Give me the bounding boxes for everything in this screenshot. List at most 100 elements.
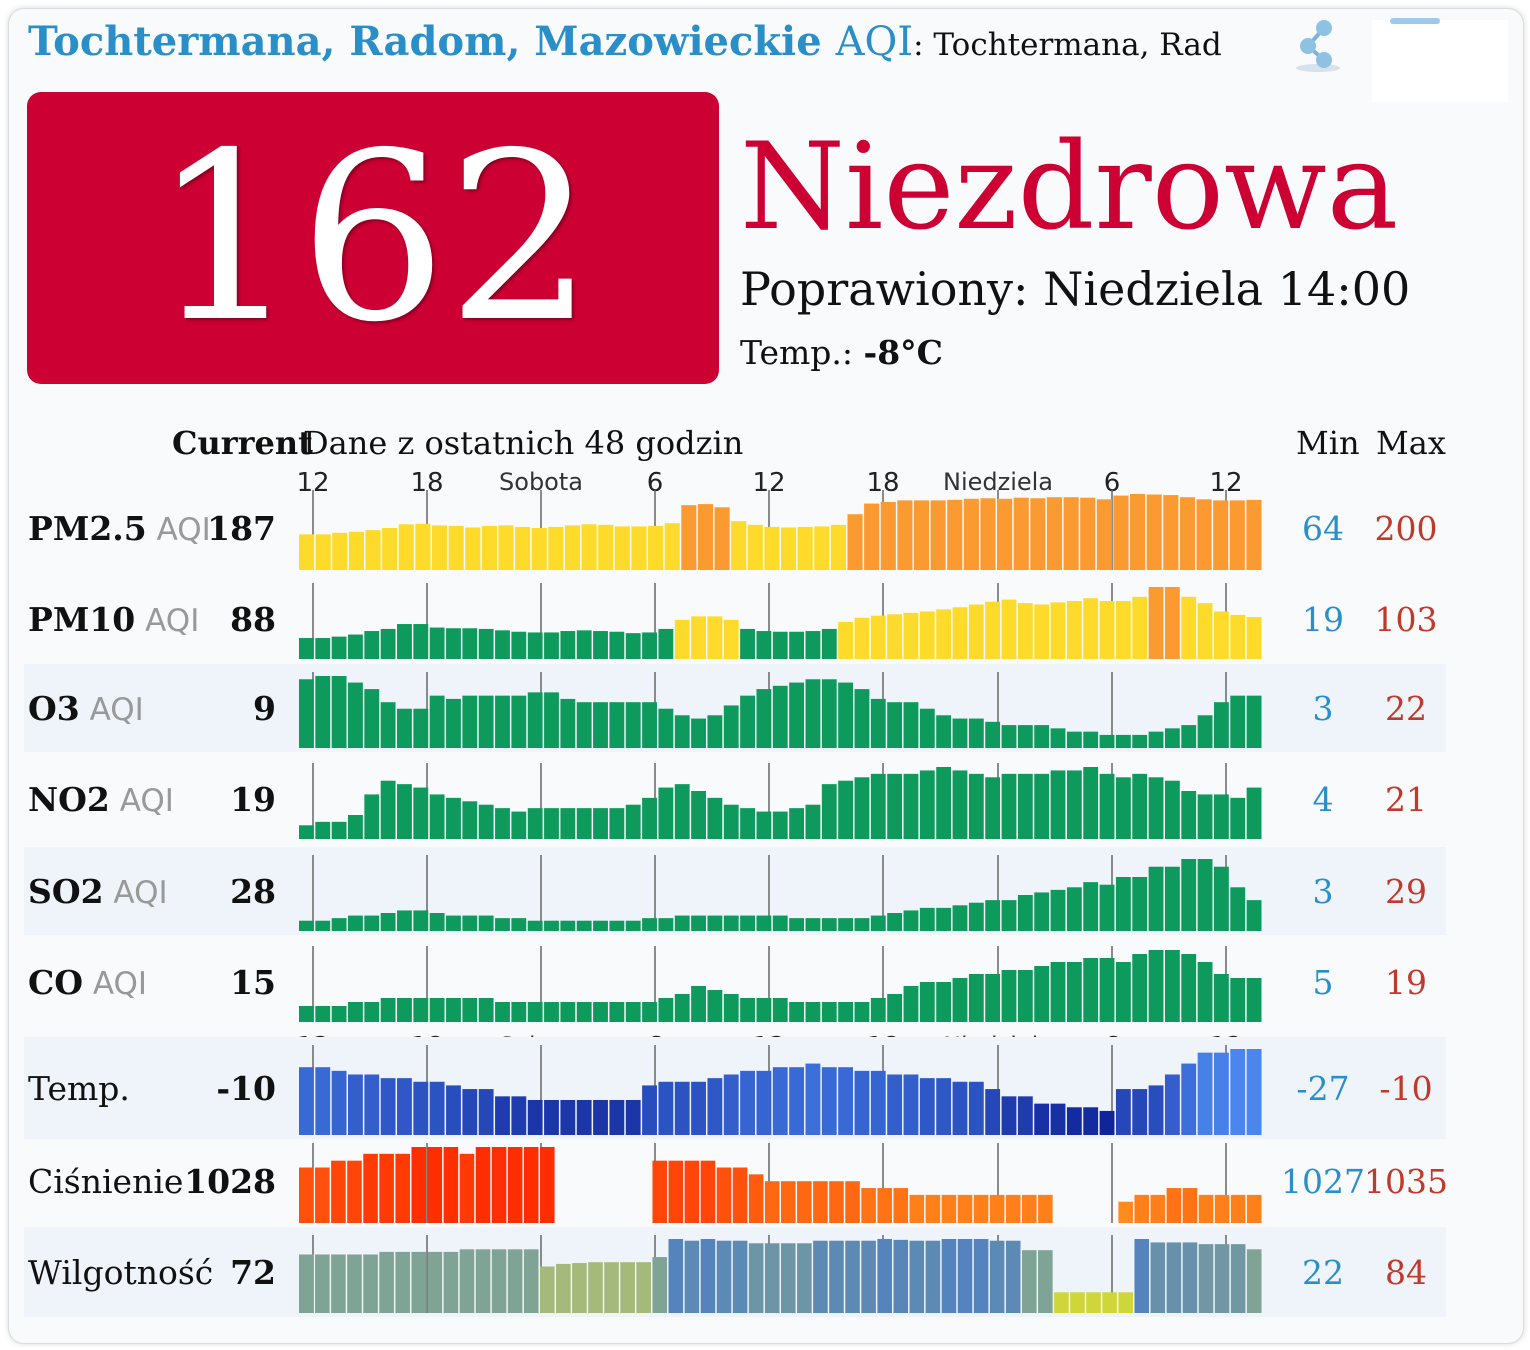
history-bar xyxy=(648,525,664,570)
history-bar xyxy=(398,524,414,570)
history-bar xyxy=(952,718,968,748)
history-bar xyxy=(332,532,348,570)
history-bar xyxy=(462,801,478,839)
history-bar xyxy=(652,1257,668,1313)
history-bar xyxy=(1132,596,1148,659)
history-bar xyxy=(740,808,755,839)
history-bar xyxy=(1017,773,1033,839)
row-label[interactable]: Ciśnienie xyxy=(28,1162,183,1201)
history-bar xyxy=(446,698,461,748)
history-bar xyxy=(446,998,461,1022)
history-bar xyxy=(1017,1096,1033,1135)
history-bar xyxy=(1197,962,1213,1022)
history-bar xyxy=(1102,1292,1117,1313)
history-bar xyxy=(756,811,772,839)
history-bar xyxy=(527,1099,543,1135)
history-bar xyxy=(1034,604,1050,659)
history-bar xyxy=(845,1181,860,1223)
row-history-chart[interactable] xyxy=(299,490,1263,570)
history-bar xyxy=(919,708,935,748)
row-label[interactable]: PM10 AQI xyxy=(28,600,199,639)
history-bar xyxy=(658,787,674,839)
history-bar xyxy=(411,1147,427,1223)
history-bar xyxy=(1196,499,1212,570)
history-bar xyxy=(495,808,510,839)
history-bar xyxy=(838,1002,854,1022)
history-bar xyxy=(681,505,697,570)
history-bar xyxy=(331,821,347,839)
row-label[interactable]: O3 AQI xyxy=(28,689,144,728)
row-history-chart[interactable] xyxy=(299,946,1263,1022)
history-bar xyxy=(1164,950,1180,1022)
history-bar xyxy=(813,1181,828,1223)
row-label[interactable]: Wilgotność xyxy=(28,1253,213,1292)
row-history-chart[interactable] xyxy=(299,1143,1263,1223)
history-bar xyxy=(446,628,461,659)
history-bar xyxy=(870,1070,886,1135)
share-icon[interactable] xyxy=(1290,16,1344,74)
row-history-chart[interactable] xyxy=(299,1045,1263,1135)
history-bar xyxy=(821,628,837,659)
history-bar xyxy=(1001,1096,1017,1135)
row-label-name: O3 xyxy=(28,689,80,728)
history-bar xyxy=(459,1153,475,1223)
history-bar xyxy=(1034,966,1050,1022)
history-bar xyxy=(1115,734,1131,748)
history-bar xyxy=(714,507,730,570)
row-min-value: -27 xyxy=(1296,1069,1350,1108)
history-bar xyxy=(397,708,412,748)
station-name[interactable]: Tochtermana, Radom, Mazowieckie xyxy=(28,18,822,65)
history-bar xyxy=(1013,497,1029,570)
history-bar xyxy=(1115,600,1131,659)
history-bar xyxy=(887,614,903,659)
blank-panel-tab xyxy=(1390,18,1440,24)
history-bar xyxy=(1213,1052,1229,1135)
history-bar xyxy=(821,1002,837,1022)
history-bar xyxy=(936,1078,952,1135)
history-bar xyxy=(707,616,723,659)
history-bar xyxy=(1230,1244,1246,1313)
history-bar xyxy=(814,526,830,570)
history-bar xyxy=(427,1251,443,1313)
history-bar xyxy=(684,1240,700,1313)
history-bar xyxy=(544,692,559,748)
row-label[interactable]: PM2.5 AQI xyxy=(28,509,211,548)
history-bar xyxy=(1005,1194,1021,1223)
history-bar xyxy=(830,524,846,570)
row-label[interactable]: CO AQI xyxy=(28,963,147,1002)
row-min-value: 5 xyxy=(1312,963,1334,1002)
history-bar xyxy=(1115,777,1131,839)
history-bar xyxy=(598,524,614,570)
history-bar xyxy=(511,918,527,931)
history-bar xyxy=(1246,787,1262,839)
history-bar xyxy=(664,523,680,570)
history-bar xyxy=(968,773,984,839)
row-current-value: 187 xyxy=(207,509,276,548)
history-bar xyxy=(797,526,813,570)
history-bar xyxy=(764,1181,780,1223)
history-bar xyxy=(1182,1188,1198,1223)
row-history-chart[interactable] xyxy=(299,763,1263,839)
history-bar xyxy=(756,915,772,931)
row-label[interactable]: SO2 AQI xyxy=(28,872,168,911)
row-label[interactable]: Temp. xyxy=(28,1069,130,1108)
history-bar xyxy=(1118,1201,1133,1223)
row-label[interactable]: NO2 AQI xyxy=(28,780,174,819)
row-label-name: Ciśnienie xyxy=(28,1162,184,1201)
row-history-chart[interactable] xyxy=(299,855,1263,931)
page-title[interactable]: Tochtermana, Radom, Mazowieckie AQI: Toc… xyxy=(28,18,1222,65)
row-min-value: 22 xyxy=(1302,1253,1344,1292)
history-bar xyxy=(1181,596,1197,659)
row-history-chart[interactable] xyxy=(299,1235,1263,1313)
row-history-chart[interactable] xyxy=(299,583,1263,659)
history-bar xyxy=(877,1188,892,1223)
history-bar xyxy=(870,615,886,659)
history-bar xyxy=(1066,1107,1082,1135)
history-bar xyxy=(593,631,608,659)
history-bar xyxy=(845,1240,860,1313)
row-history-chart[interactable] xyxy=(299,672,1263,748)
row-min-value: 3 xyxy=(1312,689,1334,728)
history-bar xyxy=(821,1067,837,1135)
history-bar xyxy=(1115,962,1131,1022)
history-bar xyxy=(462,628,478,659)
